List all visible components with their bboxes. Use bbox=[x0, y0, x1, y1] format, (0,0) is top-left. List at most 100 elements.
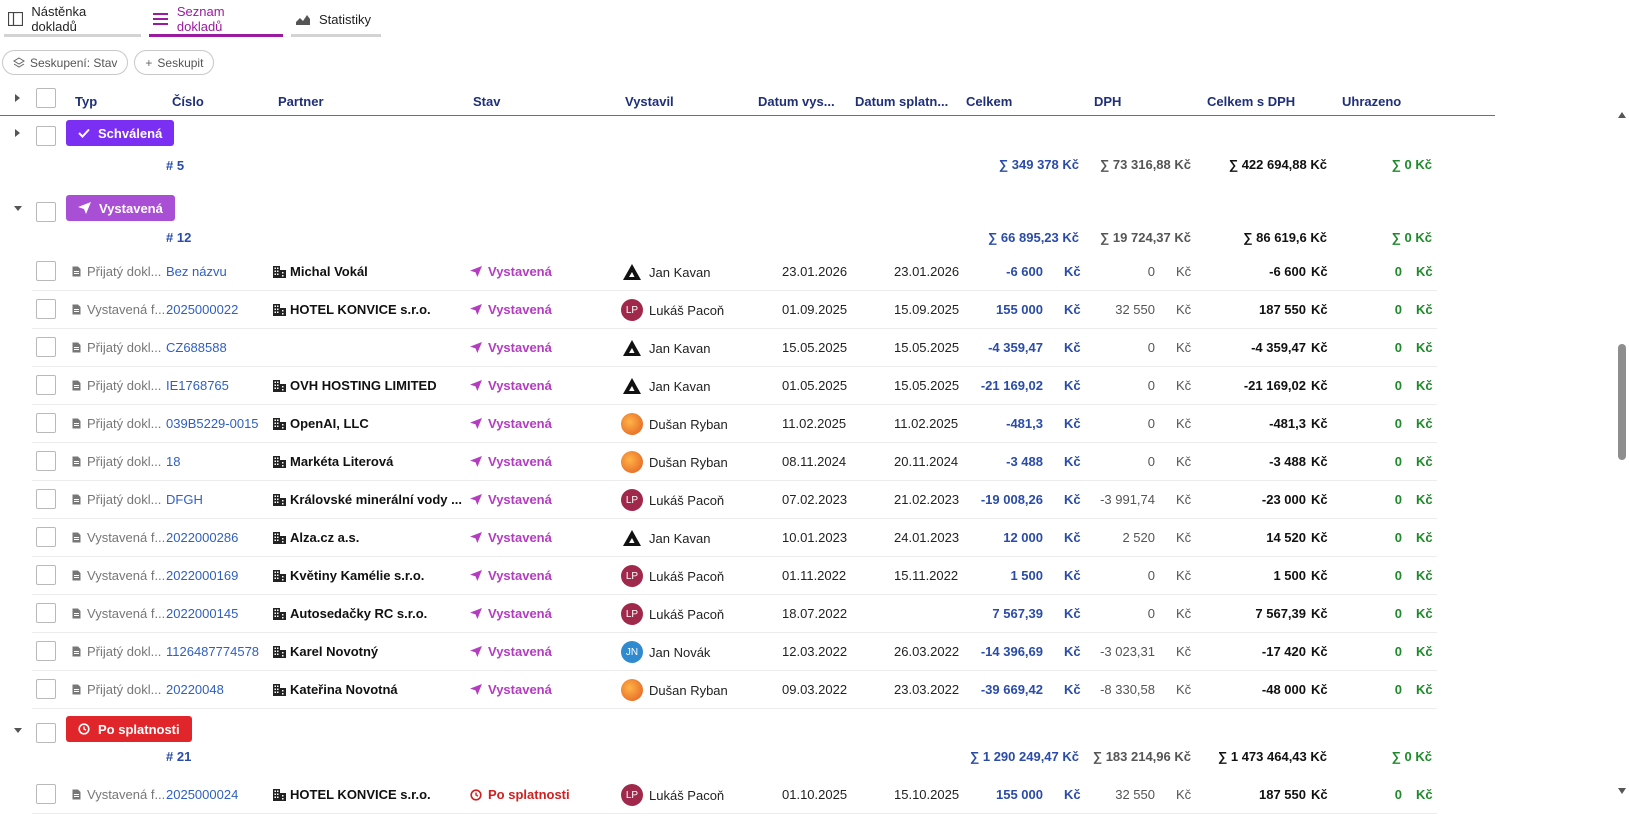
col-vat[interactable]: DPH bbox=[1094, 94, 1122, 109]
row-checkbox[interactable] bbox=[36, 375, 56, 395]
col-type[interactable]: Typ bbox=[75, 94, 98, 109]
table-row[interactable]: Přijatý dokl... 039B5229-0015 OpenAI, LLC V… bbox=[32, 405, 1437, 443]
row-checkbox[interactable] bbox=[36, 489, 56, 509]
partner-name[interactable]: HOTEL KONVICE s.r.o. bbox=[273, 787, 431, 802]
doc-type: Přijatý dokl... bbox=[72, 416, 161, 431]
partner-name[interactable]: Kateřina Novotná bbox=[273, 682, 398, 697]
row-checkbox[interactable] bbox=[36, 784, 56, 804]
col-state[interactable]: Stav bbox=[473, 94, 501, 109]
collapse-caret-icon[interactable] bbox=[14, 728, 22, 733]
doc-number-link[interactable]: CZ688588 bbox=[166, 340, 227, 355]
col-paid[interactable]: Uhrazeno bbox=[1342, 94, 1402, 109]
table-row[interactable]: Přijatý dokl... 1126487774578 Karel Novotn… bbox=[32, 633, 1437, 671]
partner-name[interactable]: Alza.cz a.s. bbox=[273, 530, 359, 545]
group-checkbox[interactable] bbox=[36, 126, 56, 146]
col-due-date[interactable]: Datum splatn... bbox=[855, 94, 949, 109]
row-checkbox[interactable] bbox=[36, 527, 56, 547]
total-amount: 7 567,39 bbox=[992, 606, 1043, 621]
doc-type-label: Přijatý dokl... bbox=[87, 644, 162, 659]
doc-number-link[interactable]: Bez názvu bbox=[166, 264, 227, 279]
grouping-chip[interactable]: Seskupení: Stav bbox=[2, 50, 129, 75]
row-checkbox[interactable] bbox=[36, 679, 56, 699]
table-row[interactable]: Vystavená f... 2022000145 Autosedačky RC s… bbox=[32, 595, 1437, 633]
issue-date: 07.02.2023 bbox=[782, 492, 848, 507]
table-row[interactable]: Přijatý dokl... IE1768765 OVH HOSTING LIMI… bbox=[32, 367, 1437, 405]
row-checkbox[interactable] bbox=[36, 641, 56, 661]
status-badge-issued[interactable]: Vystavená bbox=[66, 195, 175, 221]
doc-number-link[interactable]: 2025000022 bbox=[166, 302, 239, 317]
table-row[interactable]: Vystavená f... 2025000024 HOTEL KONVICE s.… bbox=[32, 776, 1437, 814]
row-checkbox[interactable] bbox=[36, 337, 56, 357]
doc-type-label: Přijatý dokl... bbox=[87, 340, 162, 355]
group-checkbox[interactable] bbox=[36, 202, 56, 222]
total-currency: Kč bbox=[1064, 264, 1081, 279]
status-badge-approved[interactable]: Schválená bbox=[66, 120, 175, 146]
doc-number-link[interactable]: 2022000286 bbox=[166, 530, 239, 545]
total-amount: 1 500 bbox=[1010, 568, 1043, 583]
building-icon bbox=[273, 455, 286, 468]
vertical-scrollbar[interactable] bbox=[1615, 108, 1629, 798]
partner-name[interactable]: OVH HOSTING LIMITED bbox=[273, 378, 437, 393]
add-group-button[interactable]: + Seskupit bbox=[134, 50, 215, 75]
send-icon bbox=[78, 202, 91, 214]
doc-number-link[interactable]: 20220048 bbox=[166, 682, 224, 697]
doc-number-link[interactable]: 2022000169 bbox=[166, 568, 239, 583]
vat-amount: -3 023,31 bbox=[1100, 644, 1155, 659]
expand-all-caret-icon[interactable] bbox=[15, 94, 20, 102]
scroll-thumb[interactable] bbox=[1618, 344, 1626, 460]
row-checkbox[interactable] bbox=[36, 413, 56, 433]
tab-list[interactable]: Seznam dokladů bbox=[145, 0, 287, 38]
table-row[interactable]: Přijatý dokl... 20220048 Kateřina Novotná V… bbox=[32, 671, 1437, 709]
partner-name[interactable]: Královské minerální vody ... bbox=[273, 492, 462, 507]
issuer: Jan Kavan bbox=[621, 527, 710, 549]
table-row[interactable]: Přijatý dokl... 18 Markéta Literová Vystave… bbox=[32, 443, 1437, 481]
row-checkbox[interactable] bbox=[36, 565, 56, 585]
tab-board[interactable]: Nástěnka dokladů bbox=[0, 0, 145, 38]
partner-name[interactable]: HOTEL KONVICE s.r.o. bbox=[273, 302, 431, 317]
total-vat-amount: -6 600 bbox=[1269, 264, 1306, 279]
table-row[interactable]: Přijatý dokl... DFGH Královské minerální v… bbox=[32, 481, 1437, 519]
col-total[interactable]: Celkem bbox=[966, 94, 1013, 109]
partner-name[interactable]: OpenAI, LLC bbox=[273, 416, 369, 431]
expand-caret-icon[interactable] bbox=[15, 129, 20, 137]
status-badge-overdue[interactable]: Po splatnosti bbox=[66, 716, 192, 742]
col-total-vat[interactable]: Celkem s DPH bbox=[1207, 94, 1296, 109]
partner-name[interactable]: Markéta Literová bbox=[273, 454, 393, 469]
scroll-down-arrow-icon[interactable] bbox=[1618, 788, 1626, 794]
doc-number-link[interactable]: IE1768765 bbox=[166, 378, 229, 393]
doc-number-link[interactable]: 1126487774578 bbox=[166, 644, 260, 659]
document-icon bbox=[72, 532, 81, 543]
col-partner[interactable]: Partner bbox=[278, 94, 324, 109]
state-text: Vystavená bbox=[488, 378, 552, 393]
vat-currency: Kč bbox=[1176, 787, 1192, 802]
doc-number-link[interactable]: 2025000024 bbox=[166, 787, 239, 802]
col-issue-date[interactable]: Datum vys... bbox=[758, 94, 835, 109]
doc-number-link[interactable]: 039B5229-0015 bbox=[166, 416, 259, 431]
group-checkbox[interactable] bbox=[36, 723, 56, 743]
row-checkbox[interactable] bbox=[36, 603, 56, 623]
tab-stats[interactable]: Statistiky bbox=[287, 0, 385, 38]
row-checkbox[interactable] bbox=[36, 261, 56, 281]
state-text: Vystavená bbox=[488, 530, 552, 545]
col-number[interactable]: Číslo bbox=[172, 94, 204, 109]
partner-label: Karel Novotný bbox=[290, 644, 379, 659]
table-row[interactable]: Vystavená f... 2022000169 Květiny Kamélie … bbox=[32, 557, 1437, 595]
partner-name[interactable]: Karel Novotný bbox=[273, 644, 378, 659]
col-issuer[interactable]: Vystavil bbox=[625, 94, 674, 109]
table-row[interactable]: Přijatý dokl... CZ688588 Vystavená Jan Kava… bbox=[32, 329, 1437, 367]
group-count: # 21 bbox=[166, 749, 192, 764]
doc-number-link[interactable]: 2022000145 bbox=[166, 606, 239, 621]
scroll-up-arrow-icon[interactable] bbox=[1618, 112, 1626, 118]
doc-number-link[interactable]: DFGH bbox=[166, 492, 203, 507]
row-checkbox[interactable] bbox=[36, 299, 56, 319]
partner-name[interactable]: Květiny Kamélie s.r.o. bbox=[273, 568, 424, 583]
select-all-checkbox[interactable] bbox=[36, 88, 56, 108]
table-row[interactable]: Přijatý dokl... Bez názvu Michal Vokál Vyst… bbox=[32, 253, 1437, 291]
doc-number-link[interactable]: 18 bbox=[166, 454, 181, 469]
collapse-caret-icon[interactable] bbox=[14, 206, 22, 211]
table-row[interactable]: Vystavená f... 2025000022 HOTEL KONVICE s.… bbox=[32, 291, 1437, 329]
partner-name[interactable]: Autosedačky RC s.r.o. bbox=[273, 606, 427, 621]
row-checkbox[interactable] bbox=[36, 451, 56, 471]
table-row[interactable]: Vystavená f... 2022000286 Alza.cz a.s. Vyst… bbox=[32, 519, 1437, 557]
partner-name[interactable]: Michal Vokál bbox=[273, 264, 368, 279]
